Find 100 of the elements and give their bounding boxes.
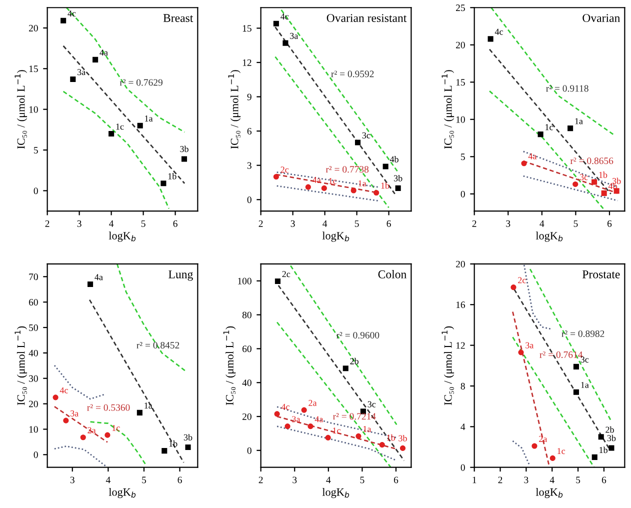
series-label: r² = 0.9118 bbox=[546, 85, 588, 92]
point bbox=[60, 18, 66, 24]
y-tick-label: 15 bbox=[456, 79, 465, 86]
point bbox=[274, 278, 280, 284]
annotation: 1b bbox=[169, 440, 178, 447]
annotation: 3a bbox=[70, 410, 79, 416]
x-tick-label: 4 bbox=[550, 476, 554, 484]
x-tick-label: 3 bbox=[77, 220, 82, 227]
x-tick-label: 3 bbox=[70, 476, 74, 484]
point bbox=[273, 20, 279, 26]
x-axis-title: logK$_{b}$ bbox=[536, 488, 563, 498]
y-axis-title: IC₅₀ / (μmol L$^{−1}$) bbox=[223, 326, 236, 406]
y-tick-label: 20 bbox=[456, 260, 465, 268]
annotation: 3a bbox=[290, 32, 298, 39]
annotation: 4c bbox=[281, 404, 290, 410]
annotation: 4c bbox=[494, 28, 503, 35]
y-tick-label: 70 bbox=[29, 274, 38, 280]
annotation: 2a bbox=[308, 400, 317, 406]
point bbox=[354, 140, 361, 146]
y-tick-label: 30 bbox=[29, 375, 38, 382]
chart-title: Colon bbox=[378, 270, 406, 278]
annotation: 3a bbox=[526, 342, 534, 348]
line-series bbox=[54, 364, 106, 400]
point bbox=[614, 188, 620, 194]
x-tick-label: 6 bbox=[178, 476, 182, 484]
x-tick-label: 6 bbox=[386, 220, 391, 227]
annotation: 2c bbox=[518, 277, 526, 284]
line-series bbox=[54, 446, 106, 467]
annotation: 3c bbox=[580, 174, 588, 180]
point bbox=[592, 454, 598, 460]
annotation: 3b bbox=[394, 174, 402, 182]
x-axis-title: logK$_{b}$ bbox=[108, 232, 136, 242]
point bbox=[136, 410, 142, 416]
y-tick-label: 9 bbox=[247, 94, 252, 100]
point bbox=[325, 434, 331, 440]
y-tick-label: 20 bbox=[242, 413, 252, 420]
series-label: r² = 0.8452 bbox=[136, 342, 180, 349]
y-tick-label: 0 bbox=[34, 452, 38, 458]
point bbox=[284, 424, 290, 430]
annotation: 3b bbox=[607, 434, 616, 442]
annotation: 3a bbox=[292, 416, 300, 422]
annotation: 2b bbox=[350, 358, 358, 364]
point bbox=[382, 164, 388, 170]
annotation: 1c bbox=[116, 124, 124, 130]
annotation: 1b bbox=[599, 172, 608, 178]
chart-title: Ovarian resistant bbox=[326, 14, 407, 22]
annotation: 3b bbox=[612, 178, 621, 184]
x-tick-label: 3 bbox=[292, 476, 297, 484]
annotation: 1b bbox=[600, 446, 608, 454]
point bbox=[521, 160, 527, 166]
annotation: 3b bbox=[180, 146, 188, 152]
y-tick-label: 4 bbox=[460, 424, 466, 430]
point bbox=[308, 424, 314, 430]
x-tick-label: 6 bbox=[173, 220, 178, 227]
x-tick-label: 1 bbox=[472, 476, 476, 484]
x-tick-label: 4 bbox=[326, 476, 331, 484]
x-tick-label: 5 bbox=[576, 476, 580, 484]
series-label: r² = 0.8982 bbox=[562, 330, 604, 338]
annotation: 4b bbox=[390, 156, 398, 162]
x-tick-label: 6 bbox=[607, 220, 612, 227]
point bbox=[282, 40, 288, 46]
x-tick-label: 4 bbox=[106, 476, 110, 484]
y-tick-label: 5 bbox=[34, 147, 38, 154]
x-tick-label: 5 bbox=[141, 220, 146, 227]
point bbox=[88, 282, 94, 288]
y-tick-label: 20 bbox=[456, 42, 465, 48]
x-tick-label: 5 bbox=[354, 220, 359, 227]
annotation: 1b bbox=[381, 182, 390, 189]
y-tick-label: 6 bbox=[247, 128, 252, 135]
y-tick-label: 0 bbox=[247, 196, 252, 204]
y-tick-label: 8 bbox=[460, 382, 465, 390]
point bbox=[92, 56, 98, 62]
point bbox=[400, 445, 406, 451]
series-label: r² = 0.7614 bbox=[540, 351, 583, 358]
x-tick-label: 2 bbox=[258, 476, 263, 484]
point bbox=[160, 180, 166, 186]
x-tick-label: 2 bbox=[498, 476, 502, 484]
x-axis-title: logK$_{b}$ bbox=[322, 488, 350, 498]
point bbox=[374, 190, 380, 196]
y-tick-label: 15 bbox=[242, 25, 252, 32]
y-axis-title: IC₅₀ / (μmol L$^{−1}$) bbox=[14, 70, 28, 149]
point bbox=[301, 407, 307, 413]
y-tick-label: 0 bbox=[460, 190, 465, 198]
point bbox=[108, 130, 114, 137]
y-tick-label: 0 bbox=[34, 188, 38, 194]
annotation: 4c bbox=[280, 14, 289, 20]
series-label: r² = 0.9600 bbox=[336, 332, 380, 339]
annotation: 1c bbox=[558, 448, 566, 454]
point bbox=[598, 434, 604, 440]
point bbox=[608, 445, 614, 451]
annotation: 2a bbox=[88, 427, 96, 434]
point bbox=[568, 126, 574, 132]
line-series bbox=[62, 90, 170, 210]
y-tick-label: 100 bbox=[238, 278, 252, 284]
y-tick-label: 3 bbox=[247, 162, 252, 169]
series-label: r² = 0.5360 bbox=[87, 404, 130, 411]
point bbox=[601, 190, 607, 196]
series-label: r² = 0.8656 bbox=[570, 158, 614, 164]
point bbox=[52, 394, 58, 400]
x-tick-label: 2 bbox=[472, 220, 476, 227]
